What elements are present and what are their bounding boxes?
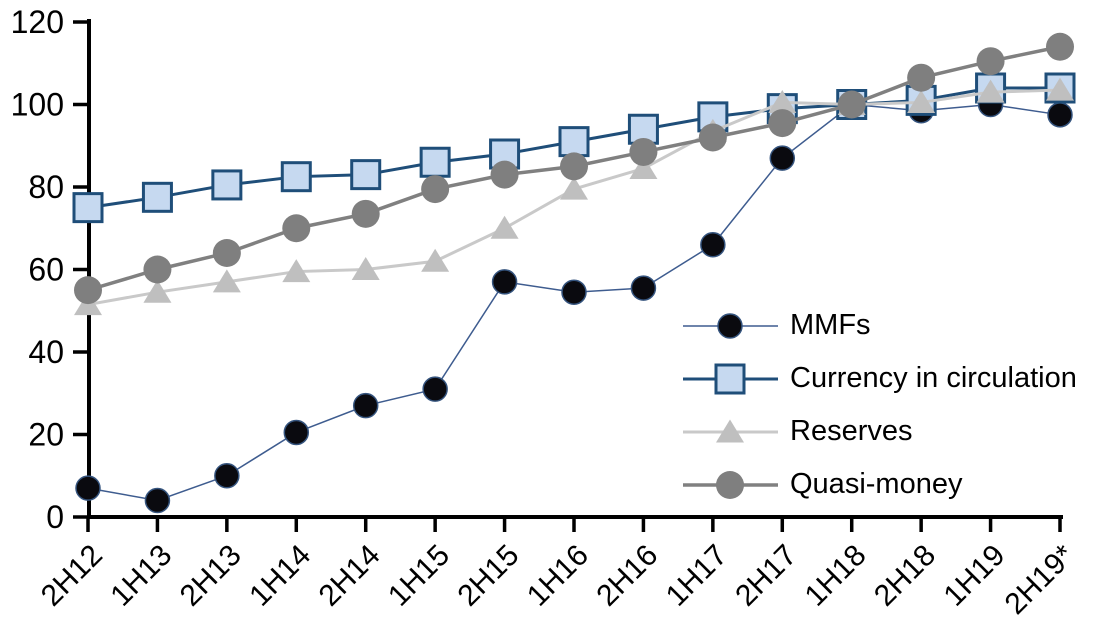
mmfs-marker: [75, 475, 101, 501]
x-tick-label: 2H14: [313, 539, 387, 613]
quasi-money-marker: [212, 239, 241, 267]
mmfs-marker: [144, 487, 171, 514]
mmfs-marker: [214, 463, 240, 489]
x-tick-label: 1H16: [521, 539, 595, 613]
mmfs-marker: [700, 232, 726, 258]
x-tick-label: 1H17: [660, 539, 734, 613]
mmfs-marker: [491, 269, 518, 295]
quasi-money-marker: [698, 123, 727, 152]
x-tick-label: 2H12: [35, 539, 109, 613]
x-tick-label: 2H13: [174, 539, 248, 613]
currency-in-circulation-marker: [211, 169, 243, 201]
quasi-money-marker: [629, 137, 658, 166]
mmfs-marker: [352, 392, 379, 419]
reserves-marker: [212, 269, 241, 293]
currency-in-circulation-marker: [419, 146, 451, 178]
legend-label: Quasi-money: [790, 468, 963, 500]
reserves-marker: [629, 155, 658, 179]
reserves-marker: [976, 79, 1005, 103]
quasi-money-marker: [976, 47, 1005, 76]
reserves-marker: [351, 257, 380, 280]
legend-item-mmfs: MMFs: [683, 299, 1077, 352]
y-tick-label: 0: [46, 499, 64, 535]
x-tick-label: 2H17: [729, 539, 803, 613]
currency-in-circulation-marker: [350, 159, 382, 191]
reserves-marker: [421, 248, 450, 272]
mmfs-marker: [769, 145, 796, 171]
quasi-money-marker: [716, 470, 744, 499]
reserves-marker: [1046, 77, 1074, 101]
series-quasi-money: [74, 32, 1074, 305]
y-tick-label: 100: [11, 87, 64, 123]
reserves-legend-marker: [683, 419, 778, 442]
quasi-money-marker: [907, 63, 936, 92]
quasi-money-marker: [143, 255, 172, 284]
x-tick-label: 1H15: [382, 539, 456, 613]
quasi-money-marker: [837, 90, 866, 119]
x-tick-label: 1H19: [937, 539, 1011, 613]
mmfs-marker: [630, 275, 657, 301]
quasi-money-marker: [560, 152, 588, 181]
quasi-money-marker: [490, 160, 519, 189]
legend-item-currency-in-circulation: Currency in circulation: [683, 352, 1077, 405]
quasi-money-legend-marker: [683, 470, 778, 499]
reserves-marker: [490, 215, 519, 239]
quasi-money-marker: [421, 175, 450, 204]
quasi-money-marker: [74, 276, 102, 305]
currency-in-circulation-marker: [714, 363, 746, 394]
x-tick-label: 2H15: [451, 539, 525, 613]
reserves-marker: [907, 89, 936, 113]
y-tick-label: 80: [28, 169, 64, 205]
mmfs-marker: [1047, 102, 1073, 128]
legend-item-reserves: Reserves: [683, 405, 1077, 458]
x-tick-label: 1H13: [104, 539, 178, 613]
mmfs-marker: [717, 312, 743, 339]
x-tick-label: 2H19*: [999, 538, 1082, 621]
mmfs-marker: [283, 419, 310, 446]
quasi-money-marker: [768, 109, 797, 138]
mmfs-marker: [422, 376, 448, 402]
reserves-marker: [282, 259, 311, 283]
currency-in-circulation-marker: [558, 126, 590, 158]
currency-in-circulation-legend-marker: [683, 363, 778, 394]
legend-label: MMFs: [790, 309, 871, 341]
reserves-marker: [560, 176, 588, 200]
quasi-money-marker: [1046, 32, 1074, 61]
x-tick-label: 1H18: [799, 539, 873, 613]
reserves-marker: [768, 89, 797, 113]
legend-label: Currency in circulation: [790, 362, 1077, 394]
currency-in-circulation-marker: [141, 181, 173, 213]
x-tick-label: 1H14: [243, 539, 317, 613]
currency-in-circulation-marker: [72, 192, 104, 224]
x-tick-label: 2H18: [868, 539, 942, 613]
currency-in-circulation-marker: [280, 161, 312, 193]
legend-item-quasi-money: Quasi-money: [683, 458, 1077, 511]
y-tick-label: 40: [28, 334, 64, 370]
reserves-marker: [716, 419, 744, 442]
reserves-marker: [143, 279, 172, 303]
x-tick-label: 2H16: [590, 539, 664, 613]
legend-label: Reserves: [790, 415, 913, 447]
quasi-money-marker: [351, 199, 380, 228]
y-tick-label: 60: [28, 252, 64, 288]
legend: MMFs Currency in circulation Reserves Qu…: [683, 299, 1077, 511]
mmfs-legend-marker: [683, 312, 778, 339]
currency-in-circulation-marker: [489, 138, 521, 170]
y-tick-label: 20: [28, 417, 64, 453]
y-tick-label: 120: [11, 4, 64, 40]
quasi-money-marker: [282, 214, 311, 243]
mmfs-marker: [561, 279, 587, 305]
